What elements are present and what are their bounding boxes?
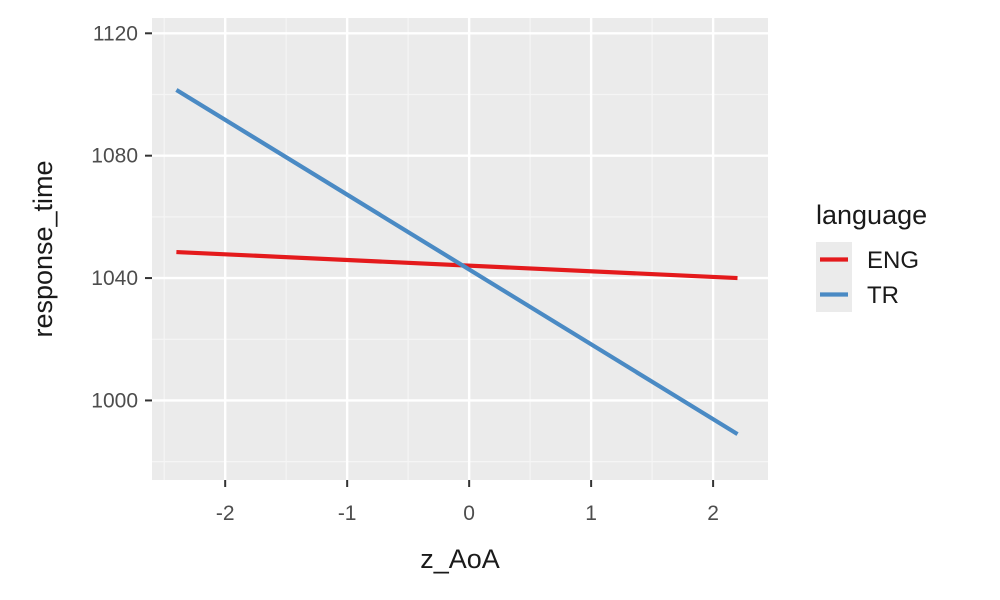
legend: language ENG TR <box>816 200 927 312</box>
x-axis-title: z_AoA <box>420 544 500 574</box>
y-tick-label: 1120 <box>93 22 138 45</box>
minor-gridlines <box>152 18 768 480</box>
y-axis: 1000 1040 1080 1120 <box>91 22 152 412</box>
y-axis-title: response_time <box>28 160 58 337</box>
legend-label-tr: TR <box>867 282 899 309</box>
x-tick-label: 0 <box>463 502 475 525</box>
x-tick-label: -1 <box>338 502 357 525</box>
x-tick-label: 2 <box>707 502 719 525</box>
major-gridlines <box>152 18 768 480</box>
x-tick-label: 1 <box>585 502 597 525</box>
x-axis: -2 -1 0 1 2 <box>216 480 719 525</box>
y-tick-label: 1080 <box>91 145 138 168</box>
legend-items: ENG TR <box>816 242 919 312</box>
legend-title: language <box>816 200 927 230</box>
series-line-eng <box>176 249 738 281</box>
series-lines <box>175 88 739 436</box>
x-tick-label: -2 <box>216 502 235 525</box>
plot-panel <box>152 18 768 480</box>
y-tick-label: 1040 <box>91 267 138 290</box>
legend-label-eng: ENG <box>867 247 919 274</box>
y-tick-label: 1000 <box>91 389 138 412</box>
series-line-tr <box>175 88 739 436</box>
